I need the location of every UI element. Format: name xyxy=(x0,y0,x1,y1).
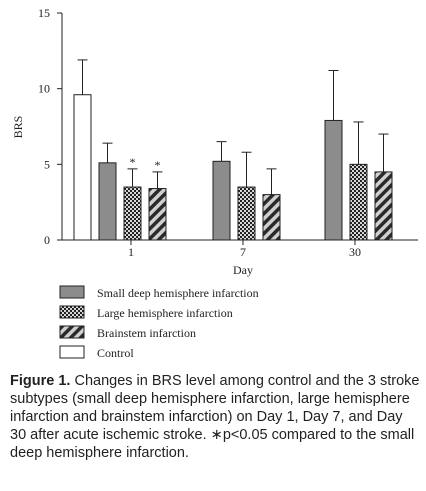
caption-label: Figure 1. xyxy=(10,373,71,389)
caption-text: Changes in BRS level among control and t… xyxy=(10,373,420,461)
legend-label: Control xyxy=(97,346,134,360)
x-axis-label: Day xyxy=(233,263,253,277)
legend-swatch xyxy=(59,325,85,339)
bar-checker xyxy=(237,186,256,241)
bar-gray xyxy=(324,119,343,241)
x-tick-label: 1 xyxy=(128,245,134,259)
bar-checker xyxy=(123,186,142,241)
legend-label: Small deep hemisphere infarction xyxy=(97,286,259,300)
y-tick-label: 15 xyxy=(38,6,50,20)
legend-label: Brainstem infarction xyxy=(97,326,196,340)
figure-caption: Figure 1. Changes in BRS level among con… xyxy=(10,372,420,462)
significance-star: * xyxy=(130,155,136,169)
y-axis-label: BRS xyxy=(11,116,25,139)
y-tick-label: 0 xyxy=(44,233,50,247)
legend-label: Large hemisphere infarction xyxy=(97,306,233,320)
legend-swatch xyxy=(59,345,85,359)
bar-stripe xyxy=(262,194,281,241)
bar-white xyxy=(73,94,92,241)
bar-stripe xyxy=(374,171,393,241)
legend-swatch xyxy=(59,305,85,319)
y-ticks: 0 5 10 15 xyxy=(38,6,62,247)
y-tick-label: 5 xyxy=(44,157,50,171)
x-ticks: 1 7 30 xyxy=(128,240,361,259)
bars: * * xyxy=(73,59,393,241)
bar-checker xyxy=(349,163,368,241)
y-tick-label: 10 xyxy=(38,82,50,96)
bar-gray xyxy=(212,160,231,241)
bar-gray xyxy=(98,162,117,241)
significance-star: * xyxy=(155,158,161,172)
x-tick-label: 7 xyxy=(240,245,246,259)
legend-swatch xyxy=(59,285,85,299)
bar-stripe xyxy=(148,188,167,241)
x-tick-label: 30 xyxy=(349,245,361,259)
legend: Small deep hemisphere infarction Large he… xyxy=(59,285,259,360)
